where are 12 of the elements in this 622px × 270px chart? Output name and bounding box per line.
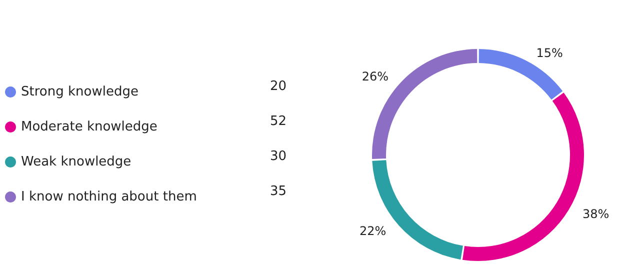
legend-label: Strong knowledge xyxy=(21,84,138,100)
text: 20 xyxy=(270,79,287,94)
legend-label: Weak knowledge xyxy=(21,154,132,170)
data-label: 26% xyxy=(362,69,389,84)
legend-label: I know nothing about them xyxy=(21,190,197,204)
text: 30 xyxy=(270,149,287,164)
legend-label: Moderate knowledge xyxy=(21,120,158,134)
data-label: 22% xyxy=(359,224,386,238)
text: 52 xyxy=(270,114,287,129)
text: 35 xyxy=(270,184,287,199)
data-label: 38% xyxy=(582,207,610,222)
data-label: 15% xyxy=(536,46,563,60)
